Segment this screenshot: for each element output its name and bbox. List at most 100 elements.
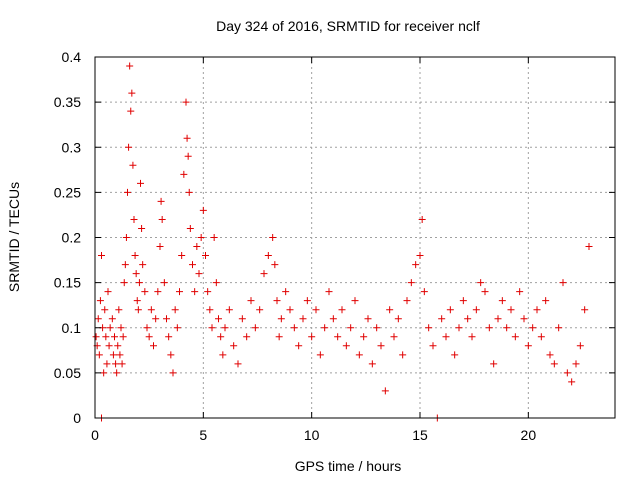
data-point xyxy=(120,279,128,287)
data-point xyxy=(116,351,124,359)
data-point xyxy=(477,279,485,287)
data-point xyxy=(165,333,173,341)
data-point xyxy=(442,333,450,341)
data-point xyxy=(420,288,428,296)
data-point xyxy=(351,297,359,305)
data-point xyxy=(182,98,190,106)
data-point xyxy=(184,152,192,160)
data-point xyxy=(139,261,147,269)
data-point xyxy=(156,243,164,251)
y-tick-label: 0.2 xyxy=(62,230,82,246)
data-point xyxy=(347,324,355,332)
data-point xyxy=(103,360,111,368)
data-point xyxy=(98,252,105,260)
data-point xyxy=(186,224,194,232)
data-point xyxy=(158,215,166,223)
data-point xyxy=(117,324,125,332)
grid-lines xyxy=(95,57,615,418)
data-point xyxy=(269,234,277,241)
data-point xyxy=(137,179,144,187)
data-point xyxy=(537,333,545,341)
data-point xyxy=(104,288,112,296)
data-point xyxy=(555,324,563,332)
data-point xyxy=(160,279,168,287)
data-point xyxy=(303,297,311,305)
data-point xyxy=(178,252,186,260)
axis-ticks xyxy=(94,56,615,419)
data-point xyxy=(163,315,170,323)
data-point xyxy=(121,261,129,269)
data-point xyxy=(503,324,511,332)
data-point xyxy=(464,315,472,323)
y-tick-label: 0.05 xyxy=(54,365,81,381)
data-points xyxy=(92,62,593,422)
data-point xyxy=(368,360,376,368)
data-point xyxy=(193,243,201,251)
data-point xyxy=(138,224,146,232)
data-point xyxy=(134,306,142,314)
data-point xyxy=(308,333,316,341)
data-point xyxy=(481,288,489,296)
data-point xyxy=(191,288,199,296)
data-point xyxy=(247,297,255,305)
data-point xyxy=(516,288,524,296)
data-point xyxy=(108,315,116,323)
data-point xyxy=(100,369,108,377)
x-axis-title: GPS time / hours xyxy=(295,458,402,474)
data-point xyxy=(234,360,242,368)
data-point xyxy=(147,306,155,314)
data-point xyxy=(418,215,426,223)
data-point xyxy=(576,342,584,350)
data-point xyxy=(219,351,227,359)
x-tick-label: 5 xyxy=(199,427,207,443)
data-point xyxy=(277,315,285,323)
data-point xyxy=(416,252,424,260)
data-point xyxy=(141,288,149,296)
data-point xyxy=(381,387,389,395)
data-point xyxy=(494,315,502,323)
data-point xyxy=(386,306,394,314)
data-point xyxy=(135,279,143,287)
data-point xyxy=(112,360,120,368)
data-point xyxy=(446,306,454,314)
data-point xyxy=(129,161,137,169)
data-point xyxy=(451,351,459,359)
data-point xyxy=(206,306,214,314)
data-point xyxy=(312,306,320,314)
x-tick-label: 10 xyxy=(304,427,320,443)
data-point xyxy=(546,351,554,359)
data-point xyxy=(189,261,196,269)
x-tick-label: 20 xyxy=(521,427,537,443)
data-point xyxy=(169,369,177,377)
data-point xyxy=(316,351,324,359)
data-point xyxy=(114,342,122,350)
data-point xyxy=(559,279,567,287)
data-point xyxy=(403,297,411,305)
data-point xyxy=(152,315,160,323)
data-point xyxy=(109,351,117,359)
data-point xyxy=(490,360,498,368)
data-point xyxy=(176,288,183,296)
chart-title: Day 324 of 2016, SRMTID for receiver ncl… xyxy=(216,18,480,34)
data-point xyxy=(183,134,191,142)
data-point xyxy=(118,360,126,368)
data-point xyxy=(185,188,193,196)
data-point xyxy=(290,324,298,332)
x-tick-label: 15 xyxy=(412,427,428,443)
data-point xyxy=(131,252,139,260)
data-point xyxy=(412,261,420,269)
data-point xyxy=(173,324,181,332)
data-point xyxy=(210,234,218,241)
data-point xyxy=(407,279,415,287)
data-point xyxy=(130,215,138,223)
data-point xyxy=(295,342,303,350)
data-point xyxy=(115,306,123,314)
data-point xyxy=(581,306,589,314)
data-point xyxy=(230,342,238,350)
y-tick-label: 0.25 xyxy=(54,184,81,200)
data-point xyxy=(126,62,134,70)
data-point xyxy=(299,315,307,323)
data-point xyxy=(273,297,281,305)
data-point xyxy=(542,297,550,305)
